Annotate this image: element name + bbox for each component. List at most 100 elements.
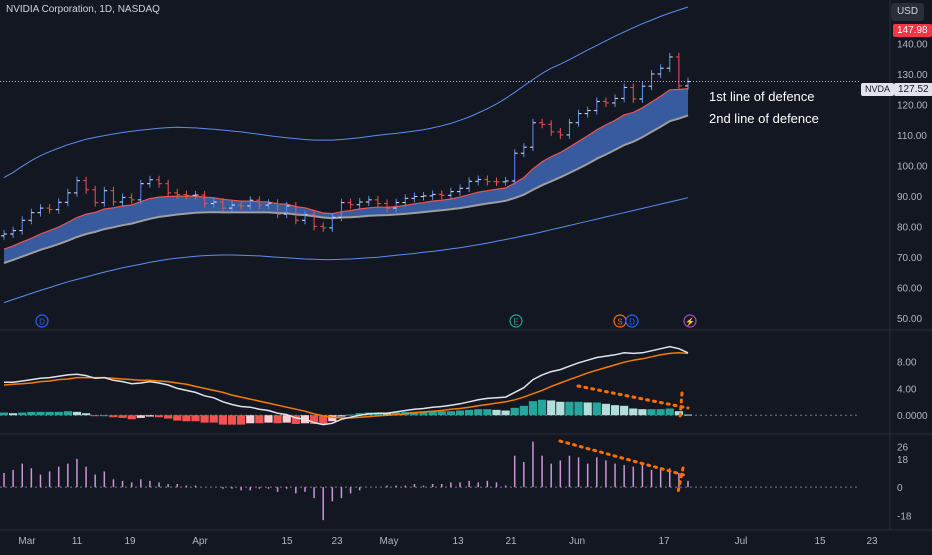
ohlc-bar <box>621 83 628 103</box>
histogram-bar <box>118 415 127 418</box>
divergence-dotted-line <box>676 466 685 494</box>
slow-ema-line <box>3 114 689 264</box>
histogram-bar <box>574 401 583 416</box>
time-axis-tick: 21 <box>505 536 517 547</box>
histogram-bar <box>291 415 300 424</box>
divergence-dotted-line <box>576 384 690 410</box>
event-letter: E <box>513 318 518 327</box>
histogram-bar <box>565 401 574 416</box>
flash-event-icon: ⚡ <box>683 314 697 328</box>
time-axis-tick: 15 <box>281 536 293 547</box>
histogram-bar <box>0 412 9 416</box>
histogram-bar <box>483 409 492 416</box>
price-axis-tick: 60.00 <box>897 283 922 294</box>
macd-axis-tick: 0.0000 <box>897 411 928 422</box>
histogram-bar <box>355 413 364 416</box>
histogram-bar <box>428 411 437 416</box>
earnings-event-icon <box>509 314 523 328</box>
ema-band-fill <box>4 88 688 263</box>
histogram-bar <box>237 415 246 425</box>
currency-button[interactable]: USD <box>891 3 924 21</box>
ohlc-bar <box>338 198 345 222</box>
time-axis-tick: 23 <box>866 536 878 547</box>
histogram-bar <box>54 411 63 416</box>
histogram-bar <box>100 415 109 417</box>
histogram-bar <box>9 413 18 416</box>
event-letter: ⚡ <box>685 317 695 327</box>
histogram-bar <box>501 410 510 416</box>
chart-title: NVIDIA Corporation, 1D, NASDAQ <box>6 4 160 15</box>
histogram-bar <box>145 415 155 417</box>
ohlc-bar <box>612 94 619 107</box>
ohlc-bar <box>210 198 217 208</box>
histogram-bar <box>674 411 683 416</box>
histogram-bar <box>27 411 36 416</box>
histogram-bar <box>173 415 182 421</box>
fast-ema-line <box>3 88 689 250</box>
ohlc-bar <box>356 198 363 209</box>
ohlc-bar <box>493 177 500 186</box>
time-axis-tick: 11 <box>72 536 83 547</box>
ohlc-bar <box>46 204 53 214</box>
ohlc-bar <box>311 210 318 231</box>
event-letter: S <box>617 318 622 327</box>
time-axis-tick: Jun <box>569 536 585 547</box>
histogram-bar <box>72 411 82 416</box>
histogram-bar <box>510 407 519 416</box>
ohlc-bar <box>602 97 609 107</box>
ohlc-bar <box>457 184 463 196</box>
histogram-bar <box>81 413 91 416</box>
ohlc-bar <box>183 190 190 200</box>
time-axis-tick: 17 <box>658 536 670 547</box>
price-axis-tick: 120.00 <box>897 100 928 111</box>
histogram-bar <box>63 411 72 416</box>
ohlc-bar <box>19 216 26 235</box>
histogram-bar <box>474 409 483 416</box>
histogram-bar <box>246 415 255 424</box>
annotation-second-line: 2nd line of defence <box>709 111 819 126</box>
ohlc-bar <box>247 196 254 210</box>
ohlc-bar <box>484 175 491 186</box>
histogram-bar <box>382 413 392 416</box>
ohlc-bar <box>584 106 591 118</box>
time-axis-tick: Apr <box>192 536 208 547</box>
histogram-bar <box>556 401 565 416</box>
high-price-tag: 147.98 <box>893 24 932 37</box>
ohlc-bar <box>374 195 381 208</box>
histogram-bar <box>309 415 319 424</box>
histogram-bar <box>273 415 282 424</box>
histogram-bar <box>282 415 291 423</box>
histogram-bar <box>465 409 474 416</box>
lower-axis-tick: -18 <box>897 511 912 522</box>
ohlc-bar <box>420 191 427 201</box>
ohlc-bar <box>329 213 336 232</box>
ohlc-bar <box>128 193 135 204</box>
dividend-event-icon <box>625 314 639 328</box>
ohlc-bar <box>384 199 391 213</box>
histogram-bar <box>419 411 428 416</box>
ohlc-bar <box>283 202 290 219</box>
dividend-event-icon <box>35 314 49 328</box>
ohlc-bar <box>539 118 546 129</box>
histogram-bar <box>337 415 346 417</box>
ohlc-bar <box>55 198 62 214</box>
ohlc-bar <box>466 177 473 193</box>
time-axis-tick: 19 <box>124 536 136 547</box>
histogram-bar <box>446 411 455 416</box>
ohlc-bar <box>529 118 536 152</box>
price-axis-tick: 110.00 <box>897 131 927 142</box>
time-axis-tick: Jul <box>735 536 748 547</box>
last-price-tag: 127.52 <box>894 83 932 96</box>
ohlc-bar <box>548 120 555 136</box>
ohlc-bar <box>174 188 181 199</box>
histogram-bar <box>601 403 611 416</box>
ohlc-bar <box>64 188 71 207</box>
histogram-bar <box>638 409 647 416</box>
histogram-bar <box>547 400 556 416</box>
ohlc-bar <box>37 204 44 217</box>
ohlc-bar <box>666 52 673 73</box>
ohlc-bar <box>648 70 655 91</box>
ohlc-bar <box>92 185 99 207</box>
